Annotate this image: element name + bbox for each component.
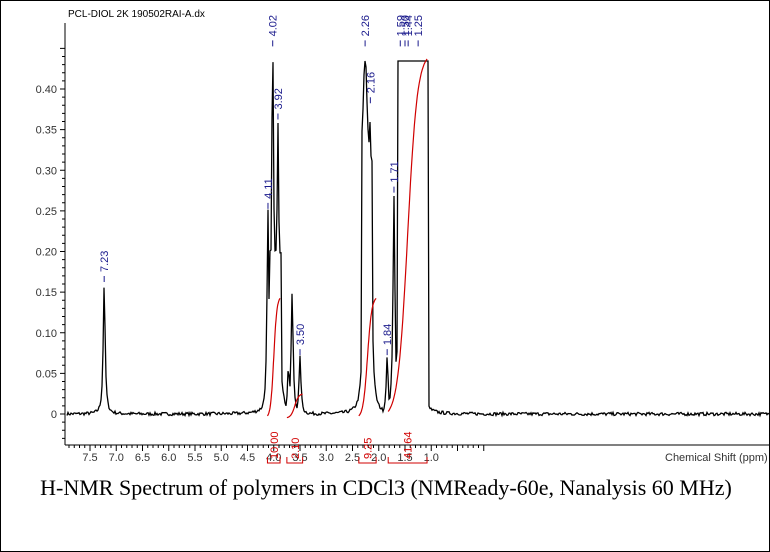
y-tick-label: 0.40 bbox=[36, 84, 57, 96]
x-tick-label: 1.0 bbox=[424, 452, 439, 464]
spectrum-line bbox=[66, 60, 769, 418]
y-tick-label: 0.35 bbox=[36, 125, 57, 137]
y-axis: 0 0.05 0.10 0.15 0.20 0.25 0.30 0.35 0.40 bbox=[36, 23, 66, 445]
x-axis: 7.5 7.0 6.5 6.0 5.5 5.0 4.5 4.0 3.5 3.0 2.5 2.0 1.5 1… bbox=[65, 444, 769, 464]
integral-value: 9.25 bbox=[362, 438, 374, 459]
y-tick-label: 0.15 bbox=[36, 287, 57, 299]
x-axis-title: Chemical Shift (ppm) bbox=[665, 452, 768, 464]
x-tick-label: 6.5 bbox=[135, 452, 150, 464]
x-tick-label: 5.0 bbox=[214, 452, 229, 464]
x-tick-label: 4.5 bbox=[240, 452, 255, 464]
y-tick-label: 0.30 bbox=[36, 165, 57, 177]
peak-label: 1.44 bbox=[403, 15, 415, 36]
integral-curve bbox=[266, 298, 281, 417]
integral-curves bbox=[266, 58, 428, 419]
x-tick-label: 1.5 bbox=[397, 452, 412, 464]
y-tick-label: 0.05 bbox=[36, 368, 57, 380]
x-tick-label: 3.0 bbox=[319, 452, 334, 464]
x-tick-label: 2.0 bbox=[371, 452, 386, 464]
peak-label: 2.16 bbox=[365, 72, 377, 93]
peak-label: 2.26 bbox=[360, 15, 372, 36]
y-tick-label: 0.20 bbox=[36, 247, 57, 259]
y-tick-label: 0.25 bbox=[36, 206, 57, 218]
peak-label: 1.25 bbox=[413, 15, 425, 36]
integral-bracket bbox=[387, 457, 428, 464]
integral-labels: 10.00 2.10 9.25 41.64 bbox=[266, 431, 428, 464]
integral-curve bbox=[358, 298, 377, 417]
file-label: PCL-DIOL 2K 190502RAI-A.dx bbox=[68, 9, 205, 20]
peak-label: 1.71 bbox=[389, 161, 401, 182]
figure-caption: H-NMR Spectrum of polymers in CDCl3 (NMR… bbox=[40, 475, 732, 500]
x-tick-label: 3.5 bbox=[292, 452, 307, 464]
integral-value: 10.00 bbox=[269, 431, 281, 459]
peak-label: 1.84 bbox=[382, 324, 394, 345]
peak-label: 3.92 bbox=[273, 88, 285, 109]
integral-curve bbox=[286, 393, 303, 419]
integral-value: 41.64 bbox=[403, 431, 415, 459]
integral-bracket bbox=[266, 457, 281, 464]
y-tick-label: 0.10 bbox=[36, 328, 57, 340]
peak-label: 3.50 bbox=[295, 324, 307, 345]
x-tick-label: 7.5 bbox=[82, 452, 97, 464]
x-tick-label: 2.5 bbox=[345, 452, 360, 464]
peak-label: 4.11 bbox=[263, 178, 275, 199]
integral-value: 2.10 bbox=[290, 438, 302, 459]
y-tick-label: 0 bbox=[51, 409, 57, 421]
integral-curve bbox=[387, 58, 428, 412]
x-tick-label: 5.5 bbox=[187, 452, 202, 464]
x-tick-label: 4.0 bbox=[266, 452, 281, 464]
peak-label: 1.59 bbox=[395, 15, 407, 36]
peak-label: 7.23 bbox=[99, 251, 111, 272]
peak-labels: 7.23 4.11 4.02 3.92 3.50 2.26 2.16 1.84 1.71 1.59… bbox=[99, 15, 425, 356]
x-tick-label: 7.0 bbox=[109, 452, 124, 464]
nmr-spectrum-chart: PCL-DIOL 2K 190502RAI-A.dx 0 0.05 0.10 0.15… bbox=[36, 9, 769, 464]
x-tick-label: 6.0 bbox=[161, 452, 176, 464]
peak-label: 4.02 bbox=[268, 15, 280, 36]
peak-label: 1.50 bbox=[400, 15, 412, 36]
integral-bracket bbox=[358, 457, 377, 464]
spectrum-trace bbox=[66, 60, 769, 418]
integral-bracket bbox=[286, 457, 304, 464]
